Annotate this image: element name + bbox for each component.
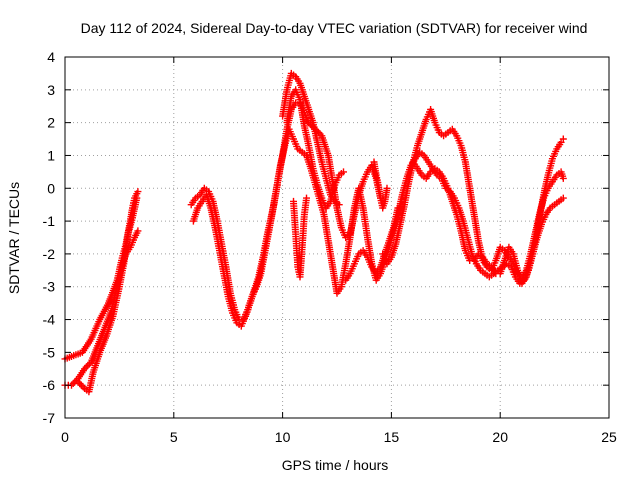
plot-frame	[64, 56, 610, 419]
y-tick-label: -7	[43, 410, 56, 426]
x-tick-label: 10	[275, 429, 291, 445]
data-point	[340, 168, 347, 176]
x-axis-label: GPS time / hours	[282, 457, 389, 473]
x-tick-label: 15	[384, 429, 400, 445]
y-tick-label: -3	[43, 279, 56, 295]
data-point	[335, 201, 343, 209]
series-track-c	[74, 194, 141, 396]
y-axis-label: SDTVAR / TECUs	[6, 182, 22, 294]
x-tick-label: 25	[601, 429, 617, 445]
series-track-g	[283, 86, 347, 212]
series-track-j	[409, 135, 567, 287]
y-tick-label: 0	[47, 180, 55, 196]
y-tick-label: 3	[47, 82, 55, 98]
y-tick-label: -4	[43, 312, 56, 328]
x-tick-label: 5	[170, 429, 178, 445]
data-point	[86, 360, 93, 368]
axis-ticks: 0 5 10 15 20 25 -7 -6 -5 -4 -3 -2 -1 0 1 2 3 4	[43, 49, 617, 445]
x-tick-label: 0	[61, 429, 69, 445]
chart-title: Day 112 of 2024, Sidereal Day-to-day VTE…	[81, 20, 588, 36]
y-tick-label: 2	[47, 115, 55, 131]
data-point	[383, 184, 391, 192]
series-track-l	[370, 158, 391, 212]
data-point	[559, 135, 567, 143]
y-tick-label: -1	[43, 213, 56, 229]
data-point	[74, 378, 82, 386]
series-track-h	[290, 194, 310, 281]
data-points	[61, 69, 567, 396]
y-tick-label: -5	[43, 344, 56, 360]
series-track-k	[342, 204, 402, 284]
y-tick-label: -2	[43, 246, 56, 262]
data-point	[69, 380, 77, 387]
x-tick-label: 20	[492, 429, 508, 445]
data-point	[559, 194, 567, 202]
data-point	[134, 227, 142, 235]
y-tick-label: -6	[43, 377, 56, 393]
y-tick-label: 1	[47, 147, 55, 163]
y-tick-label: 4	[47, 49, 55, 65]
data-point	[559, 174, 567, 182]
data-point	[394, 204, 402, 212]
data-point	[133, 194, 141, 202]
data-point	[303, 194, 310, 202]
data-point	[134, 188, 142, 196]
data-point	[82, 363, 90, 371]
